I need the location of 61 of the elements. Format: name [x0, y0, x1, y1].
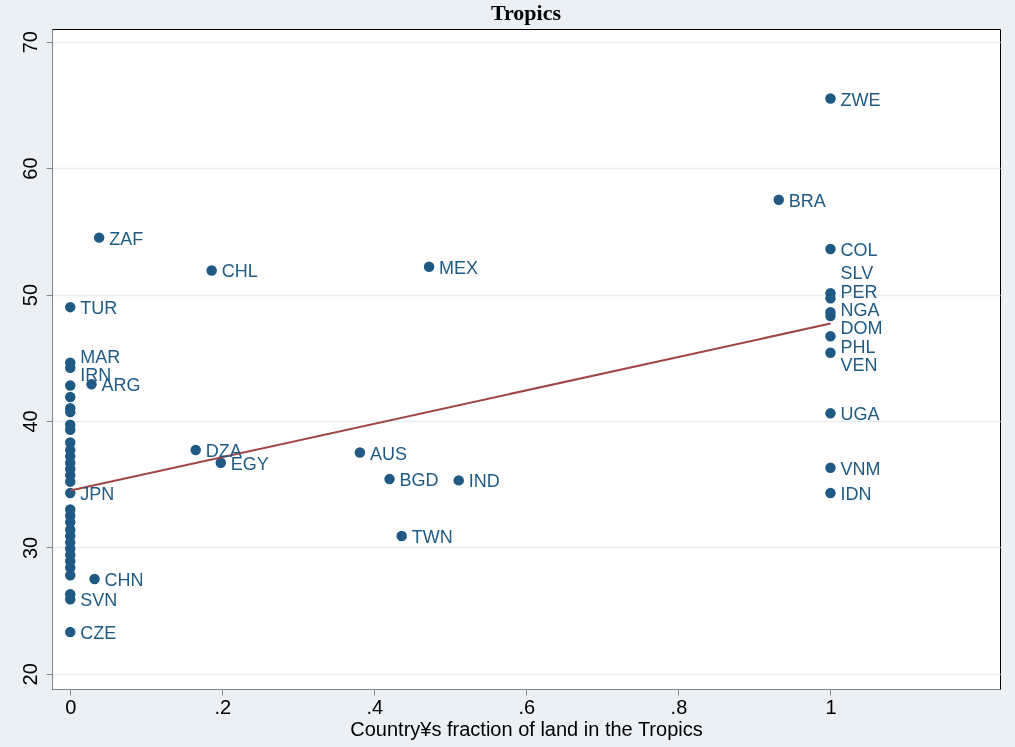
annotation: CHL	[221, 261, 258, 282]
point	[825, 487, 836, 499]
y-tick-label: 50	[18, 283, 41, 307]
annotation: MEX	[439, 257, 479, 278]
point	[65, 391, 76, 403]
x-tick-label: .2	[214, 695, 232, 718]
annotation: ZWE	[840, 89, 881, 110]
annotation: COL	[840, 240, 878, 260]
annotation: AUS	[369, 443, 407, 464]
annotation: ZAF	[109, 228, 144, 249]
point	[825, 331, 836, 342]
point	[215, 457, 227, 468]
annotation: CHN	[104, 570, 144, 590]
point	[423, 261, 435, 272]
point	[65, 626, 76, 638]
point	[453, 475, 464, 486]
y-tick-label: 60	[18, 157, 41, 180]
annotation: CZE	[80, 623, 117, 644]
x-axis-title: Country¥s fraction of land in the Tropics	[350, 717, 703, 740]
point	[396, 530, 407, 542]
point	[384, 473, 395, 485]
point	[93, 232, 105, 243]
point	[65, 380, 76, 391]
x-tick-label: 0	[65, 695, 77, 718]
annotation: IND	[468, 471, 500, 492]
y-tick-label: 30	[18, 536, 41, 560]
annotation: VNM	[840, 458, 881, 479]
annotation: TUR	[80, 298, 118, 319]
point	[89, 573, 100, 585]
annotation: BGD	[399, 470, 439, 491]
annotation: JPN	[80, 484, 115, 505]
annotation: BRA	[788, 190, 826, 211]
point	[773, 194, 785, 205]
x-tick-label: .6	[518, 695, 536, 718]
annotation: SVN	[80, 590, 118, 611]
point	[354, 447, 366, 458]
chart-title: Tropics	[490, 0, 562, 25]
point	[825, 408, 836, 419]
y-tick-label: 70	[18, 31, 41, 54]
annotation: DOM	[840, 318, 883, 339]
x-tick-label: .8	[670, 695, 688, 718]
annotation: PER	[840, 281, 878, 302]
point	[206, 265, 217, 276]
annotation: PHL	[840, 336, 876, 357]
y-tick-label: 20	[18, 663, 41, 686]
x-tick-label: 1	[825, 695, 837, 718]
point	[65, 301, 76, 313]
annotation: IDN	[840, 484, 872, 505]
annotation: MAR	[80, 347, 121, 368]
annotation: UGA	[840, 404, 880, 425]
annotation: NGA	[840, 299, 880, 320]
annotation: SLV	[840, 263, 874, 284]
x-tick-label: .4	[366, 695, 384, 718]
point	[190, 444, 201, 456]
point	[825, 462, 836, 473]
point	[825, 347, 836, 358]
point	[825, 93, 836, 104]
y-tick-label: 40	[18, 410, 41, 433]
annotation: TWN	[411, 527, 453, 548]
annotation: VEN	[840, 354, 878, 375]
point	[825, 243, 836, 255]
